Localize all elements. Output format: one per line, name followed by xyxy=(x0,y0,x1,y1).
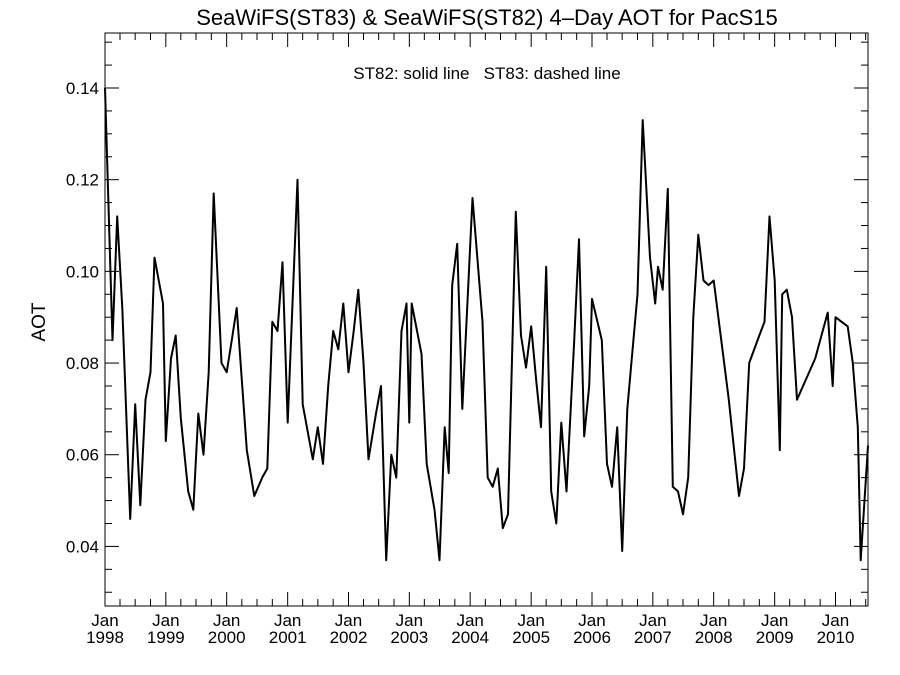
chart-title: SeaWiFS(ST83) & SeaWiFS(ST82) 4–Day AOT … xyxy=(196,5,778,30)
x-tick-year-label: 2010 xyxy=(817,628,855,647)
x-tick-year-label: 2004 xyxy=(451,628,489,647)
x-tick-month-label: Jan xyxy=(822,611,849,630)
x-tick-year-label: 2007 xyxy=(634,628,672,647)
x-tick-month-label: Jan xyxy=(274,611,301,630)
y-axis-label: AOT xyxy=(29,302,50,341)
x-tick-year-label: 2002 xyxy=(330,628,368,647)
x-axis-ticks: Jan1998Jan1999Jan2000Jan2001Jan2002Jan20… xyxy=(86,33,867,647)
x-tick-month-label: Jan xyxy=(396,611,423,630)
x-tick-year-label: 2006 xyxy=(573,628,611,647)
x-tick-month-label: Jan xyxy=(639,611,666,630)
x-tick-month-label: Jan xyxy=(700,611,727,630)
plot-frame xyxy=(104,32,869,607)
x-tick-month-label: Jan xyxy=(456,611,483,630)
y-tick-label: 0.08 xyxy=(66,354,99,373)
x-tick-month-label: Jan xyxy=(517,611,544,630)
x-tick-year-label: 2001 xyxy=(269,628,307,647)
x-tick-year-label: 2009 xyxy=(756,628,794,647)
x-tick-month-label: Jan xyxy=(761,611,788,630)
x-tick-year-label: 2003 xyxy=(390,628,428,647)
series-line-st82 xyxy=(104,87,869,562)
y-tick-label: 0.04 xyxy=(66,537,99,556)
y-tick-label: 0.12 xyxy=(66,171,99,190)
x-tick-year-label: 2005 xyxy=(512,628,550,647)
y-axis-ticks: 0.04 0.06 0.08 0.10 0.12 0.14 xyxy=(66,41,868,593)
x-tick-year-label: 2000 xyxy=(208,628,246,647)
y-tick-label: 0.10 xyxy=(66,262,99,281)
y-tick-label: 0.06 xyxy=(66,446,99,465)
x-tick-month-label: Jan xyxy=(91,611,118,630)
chart-annotation: ST82: solid line ST83: dashed line xyxy=(353,64,620,83)
x-tick-year-label: 2008 xyxy=(695,628,733,647)
y-tick-label: 0.14 xyxy=(66,79,99,98)
x-tick-year-label: 1999 xyxy=(147,628,185,647)
x-tick-year-label: 1998 xyxy=(86,628,124,647)
x-tick-month-label: Jan xyxy=(152,611,179,630)
x-tick-month-label: Jan xyxy=(213,611,240,630)
x-tick-month-label: Jan xyxy=(335,611,362,630)
series-layer xyxy=(104,87,869,562)
x-tick-month-label: Jan xyxy=(578,611,605,630)
